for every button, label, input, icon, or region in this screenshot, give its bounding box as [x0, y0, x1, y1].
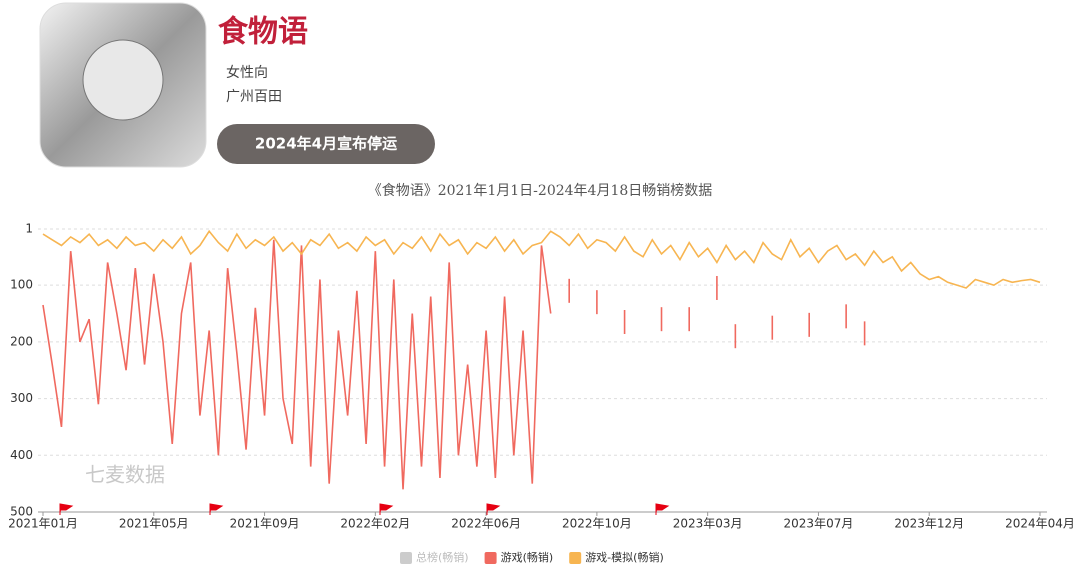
legend-swatch: [569, 552, 582, 564]
x-tick-label: 2022年06月: [451, 517, 521, 531]
status-text: 2024年4月宣布停运: [255, 135, 397, 153]
icon-face: [82, 39, 164, 121]
tag: 女性向: [226, 64, 268, 81]
tag: 广州百田: [226, 89, 282, 105]
x-tick-label: 2023年07月: [784, 517, 854, 531]
event-flag: [59, 503, 74, 515]
y-tick-label: 200: [10, 334, 33, 348]
x-tick-label: 2024年04月: [1005, 517, 1075, 531]
app-title: 食物语: [218, 15, 308, 50]
watermark: 七麦数据: [85, 463, 165, 487]
x-tick-label: 2022年10月: [562, 517, 632, 531]
x-tick-label: 2023年12月: [894, 517, 964, 531]
series-line: [42, 229, 1041, 289]
legend-swatch: [400, 552, 412, 564]
y-tick-label: 500: [10, 505, 33, 519]
legend-label: 总榜(畅销): [416, 550, 469, 564]
x-tick-label: 2022年02月: [340, 517, 410, 531]
event-flag: [486, 503, 501, 515]
legend-label: 游戏-模拟(畅销): [585, 550, 664, 564]
x-tick-label: 2021年01月: [8, 517, 78, 531]
y-tick-label: 1: [25, 222, 33, 236]
event-flag: [655, 503, 670, 515]
y-tick-label: 300: [10, 391, 33, 405]
x-tick-label: 2023年03月: [673, 517, 743, 531]
series-line: [43, 240, 865, 490]
legend-swatch: [484, 552, 497, 564]
chart-title: 《食物语》2021年1月1日-2024年4月18日畅销榜数据: [368, 182, 713, 199]
y-tick-label: 100: [10, 278, 33, 292]
event-flag: [209, 503, 224, 515]
x-tick-label: 2021年09月: [230, 517, 300, 531]
legend-label: 游戏(畅销): [501, 550, 554, 564]
status-pill: [217, 124, 435, 164]
y-tick-label: 400: [10, 448, 33, 462]
x-tick-label: 2021年05月: [119, 517, 189, 531]
event-flag: [379, 503, 394, 515]
